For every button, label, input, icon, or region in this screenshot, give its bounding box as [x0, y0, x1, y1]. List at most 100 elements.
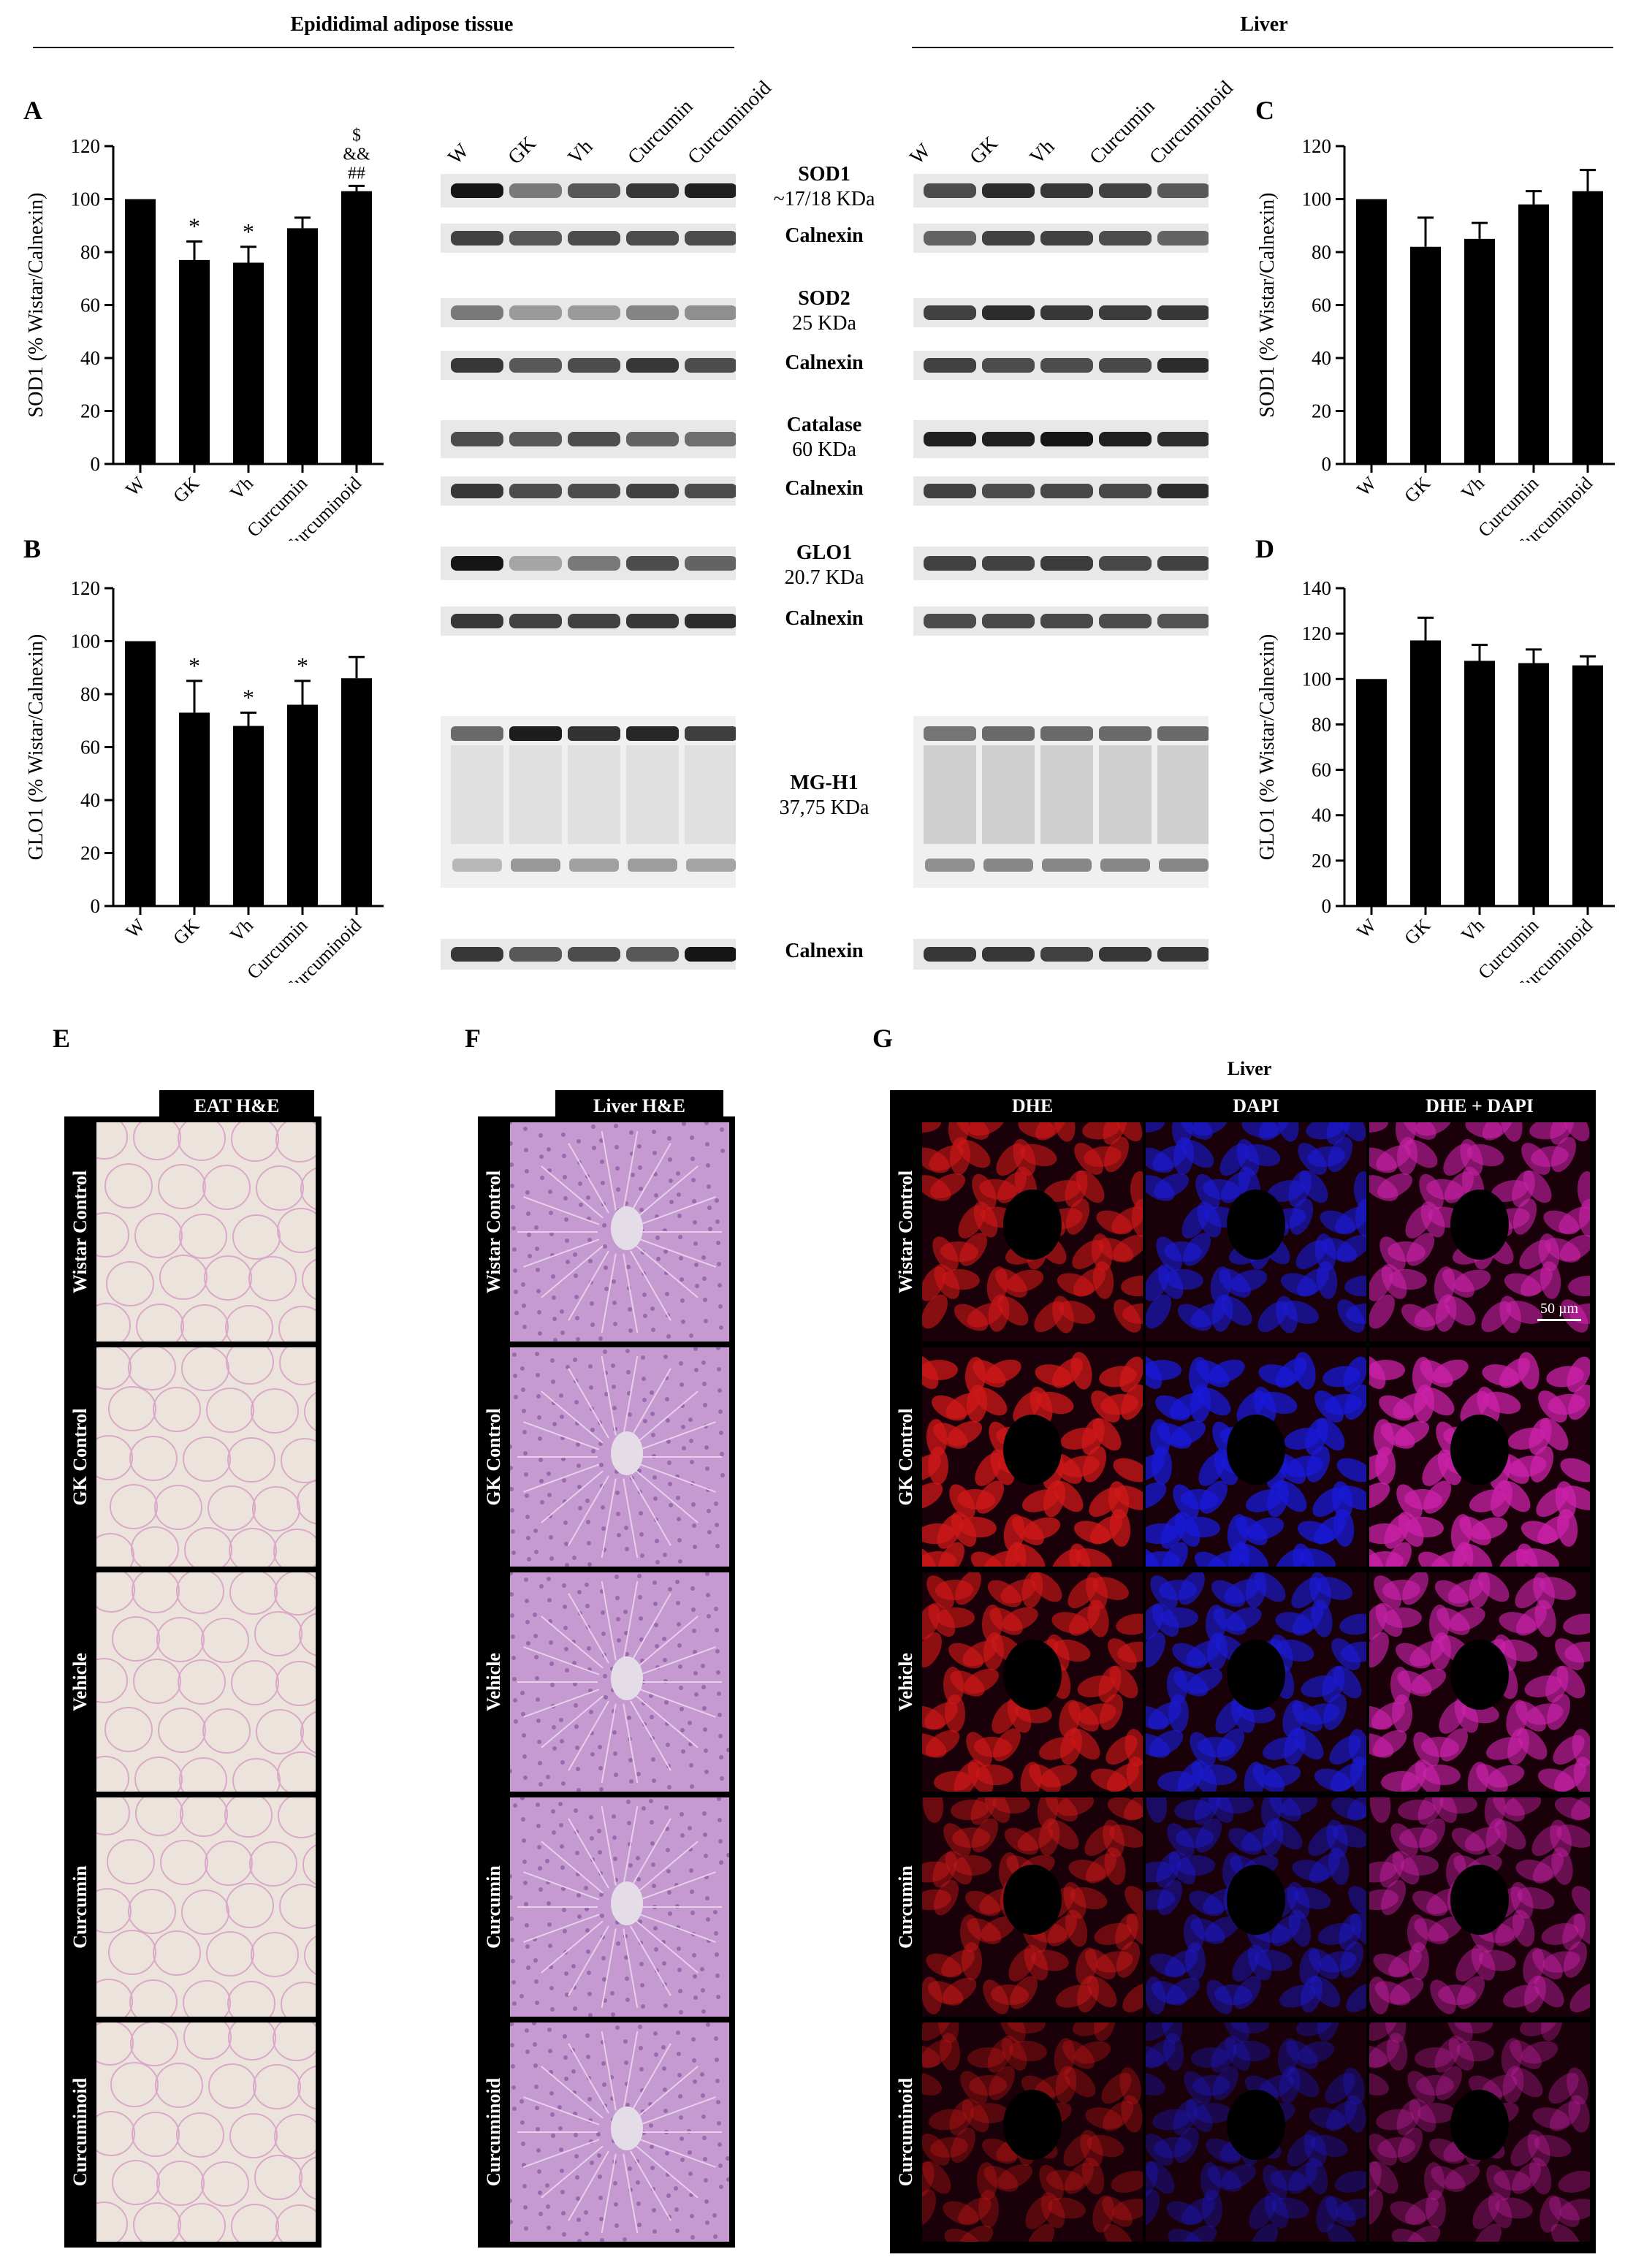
stain-region	[1130, 1171, 1143, 1209]
bar	[1464, 661, 1495, 906]
fluorescence-image	[1146, 1122, 1366, 1342]
sinusoid-line	[541, 1390, 604, 1444]
nucleus-dot	[599, 1787, 604, 1792]
stain-region	[1406, 2225, 1441, 2242]
stain-region	[932, 1852, 957, 1888]
stain-region	[1369, 1266, 1393, 1301]
nucleus-dot	[549, 2091, 554, 2096]
nucleus-dot	[511, 2085, 516, 2090]
stain-region	[1534, 1976, 1564, 2008]
nucleus-dot	[511, 1529, 515, 1534]
x-tick-label: Vh	[1457, 915, 1488, 946]
adipocyte-outline	[229, 1572, 278, 1615]
stain-region	[1271, 1914, 1301, 1947]
nucleus-dot	[525, 1620, 530, 1624]
nucleus-dot	[537, 1415, 541, 1420]
sinusoid-line	[568, 1475, 609, 1546]
sinusoid-line	[630, 1368, 671, 1439]
bar	[233, 262, 264, 464]
adipocyte-outline	[225, 1305, 273, 1342]
stain-region	[1396, 1484, 1423, 1519]
adipocyte-outline	[248, 1256, 297, 1301]
nucleus-dot	[726, 1853, 729, 1857]
y-tick-label: 80	[1312, 241, 1331, 263]
nucleus-dot	[624, 1631, 628, 1635]
y-tick-label: 20	[1312, 400, 1331, 422]
wb-band	[1157, 231, 1210, 246]
wb-smear	[626, 745, 679, 844]
nucleus-dot	[677, 1192, 681, 1197]
nucleus-dot	[616, 1941, 620, 1946]
wb-strip-liver-1	[913, 174, 1210, 208]
stain-region	[1386, 2033, 1408, 2071]
nucleus-dot	[624, 1955, 628, 1960]
stain-region	[1373, 1419, 1395, 1457]
sinusoid-line	[541, 1841, 604, 1894]
nucleus-dot	[715, 2058, 719, 2062]
central-vein	[611, 2107, 643, 2150]
nucleus-dot	[510, 2043, 514, 2047]
sinusoid-line	[630, 1143, 671, 1214]
adipocyte-outline	[159, 1255, 208, 1300]
y-tick-label: 60	[80, 294, 100, 316]
nucleus-dot	[524, 2226, 528, 2231]
stain-region	[1401, 1855, 1439, 1876]
adipocyte-outline	[132, 1572, 180, 1613]
wb-band	[451, 947, 503, 962]
stain-region	[1090, 1768, 1128, 1792]
nucleus-dot	[666, 1439, 671, 1444]
stain-region	[1201, 2190, 1223, 2228]
adipocyte-outline	[96, 1572, 135, 1613]
nucleus-dot	[654, 1623, 658, 1627]
nucleus-dot	[719, 1755, 723, 1759]
nucleus-dot	[551, 1809, 555, 1814]
nucleus-dot	[540, 1500, 544, 1504]
sinusoid-line	[630, 1593, 671, 1664]
wb-strip-adipose-9	[441, 716, 737, 888]
nucleus-dot	[510, 1874, 512, 1879]
adipocyte-outline	[96, 1212, 129, 1257]
nucleus-dot	[598, 1850, 602, 1854]
significance-mark: ##	[348, 164, 365, 183]
nucleus-dot	[534, 2085, 539, 2089]
y-tick-label: 40	[80, 789, 100, 811]
stain-region	[1297, 1521, 1335, 1544]
stain-region	[922, 1547, 937, 1567]
nucleus-dot	[677, 1517, 681, 1521]
nucleus-dot	[521, 2142, 525, 2146]
wb-protein-label: SOD2 25 KDa	[744, 286, 905, 336]
stain-region	[1396, 2099, 1421, 2136]
adipocyte-outline	[297, 1480, 316, 1525]
stain-region	[1004, 1827, 1039, 1855]
stain-region	[1519, 2022, 1557, 2036]
nucleus-dot	[664, 1805, 669, 1810]
stain-region	[1414, 1918, 1449, 1944]
adipocyte-outline	[106, 1261, 154, 1306]
x-tick-label: W	[121, 472, 149, 500]
stain-region	[1493, 1797, 1525, 1822]
stain-region	[1538, 1390, 1567, 1423]
adipocyte-outline	[208, 2063, 256, 2109]
adipocyte-outline	[96, 1347, 132, 1390]
nucleus-dot	[574, 1724, 579, 1729]
stain-region	[922, 1175, 951, 1201]
sinusoid-line	[623, 2153, 639, 2234]
nucleus-dot	[563, 1521, 568, 1525]
stain-region	[1037, 1797, 1059, 1828]
adipocyte-outline	[158, 1708, 206, 1753]
wb-band	[685, 305, 737, 320]
adipocyte-outline	[130, 2022, 178, 2066]
wb-band	[568, 432, 620, 446]
stain-region	[951, 2127, 975, 2164]
sinusoid-line	[639, 1196, 716, 1225]
wb-band	[685, 614, 737, 628]
g-column-header: DAPI	[1146, 1090, 1366, 1122]
stain-region	[1205, 1605, 1227, 1643]
nucleus-dot	[625, 1349, 630, 1353]
sinusoid-line	[630, 1925, 671, 1996]
stain-region	[1103, 1819, 1124, 1857]
stain-region	[1339, 1941, 1364, 1978]
nucleus-dot	[704, 2178, 708, 2183]
nucleus-dot	[643, 1314, 647, 1318]
wb-smear	[685, 745, 737, 844]
